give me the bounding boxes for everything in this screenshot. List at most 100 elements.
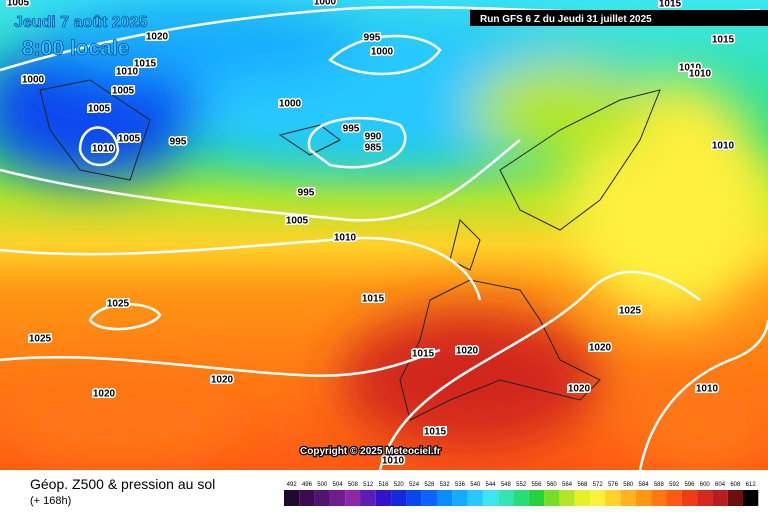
isobar-label: 1010	[92, 144, 115, 155]
scale-swatch	[513, 490, 529, 506]
scale-label: 604	[715, 482, 726, 488]
isobar-label: 1020	[211, 375, 234, 386]
valid-time: 8:00 locale	[22, 37, 129, 60]
isobar-label: 1025	[29, 334, 52, 345]
isobar-label: 1015	[712, 35, 735, 46]
scale-swatch	[605, 490, 621, 506]
isobar-label: 1010	[116, 67, 139, 78]
scale-swatch	[284, 490, 300, 506]
scale-swatch	[406, 490, 422, 506]
scale-swatch	[620, 490, 636, 506]
footer-title: Géop. Z500 & pression au sol	[30, 476, 215, 492]
coastlines	[39, 79, 661, 421]
isobar-label: 1000	[314, 0, 337, 8]
isobar-label: 1025	[107, 299, 130, 310]
isobar-label: 1015	[659, 0, 682, 10]
isobar-label: 1020	[589, 343, 612, 354]
scale-swatch	[391, 490, 407, 506]
scale-swatch	[666, 490, 682, 506]
isobar-label: 1020	[456, 346, 479, 357]
isobar-label: 1015	[134, 59, 157, 70]
scale-swatch	[360, 490, 376, 506]
scale-label: 560	[547, 482, 558, 488]
scale-label: 596	[684, 482, 695, 488]
scale-label: 528	[424, 482, 435, 488]
scale-swatch	[452, 490, 468, 506]
isobar-label: 1010	[334, 233, 357, 244]
scale-label: 532	[440, 482, 451, 488]
isobar-label: 1010	[679, 63, 702, 74]
scale-label: 496	[302, 482, 313, 488]
scale-label: 516	[378, 482, 389, 488]
scale-label: 500	[317, 482, 328, 488]
scale-swatch	[590, 490, 606, 506]
scale-swatch	[498, 490, 514, 506]
isobar-label: 985	[365, 143, 382, 154]
scale-label: 504	[333, 482, 344, 488]
isobar-label: 995	[170, 137, 187, 148]
isobar-label: 1015	[424, 427, 447, 438]
scale-label: 540	[470, 482, 481, 488]
scale-swatch	[482, 490, 499, 506]
isobar-labels: 1005 1000 10151020101510109951000101510101…	[5, 0, 736, 468]
run-box	[470, 10, 768, 26]
scale-label: 508	[348, 482, 359, 488]
scale-swatch	[681, 490, 698, 506]
scale-swatch	[345, 490, 361, 506]
isobar-label: 1005	[88, 104, 111, 115]
isobar-label: 1005	[118, 134, 141, 145]
isobar-label: 995	[343, 124, 360, 135]
isobar-label: 1015	[412, 349, 435, 360]
scale-label: 548	[501, 482, 512, 488]
scale-label: 568	[577, 482, 588, 488]
isobar-label: 1020	[146, 32, 169, 43]
scale-label: 544	[486, 482, 497, 488]
scale-swatch	[437, 490, 453, 506]
scale-swatch	[712, 490, 728, 506]
isobar-label: 1010	[689, 69, 712, 80]
scale-label: 520	[394, 482, 405, 488]
scale-label: 536	[455, 482, 466, 488]
scale-label: 592	[669, 482, 680, 488]
scale-swatch	[635, 490, 652, 506]
isobar-label: 1010	[712, 141, 735, 152]
isobar-label: 1005	[286, 216, 309, 227]
field-blobs	[0, 0, 768, 470]
scale-swatch	[314, 490, 330, 506]
scale-label: 572	[593, 482, 604, 488]
scale-swatch	[651, 490, 667, 506]
scale-swatch	[467, 490, 483, 506]
isobar-label: 990	[365, 132, 382, 143]
isobar-label: 1020	[93, 389, 116, 400]
isobar-label: 1025	[619, 306, 642, 317]
scale-swatch	[329, 490, 346, 506]
scale-label: 564	[562, 482, 573, 488]
isobar-label: 1010	[382, 456, 405, 467]
isobar-label: 995	[298, 188, 315, 199]
scale-swatch	[375, 490, 392, 506]
isobars	[0, 5, 768, 471]
scale-swatch	[743, 490, 759, 506]
scale-swatch	[574, 490, 590, 506]
isobar-label: 1000	[279, 99, 302, 110]
scale-label: 584	[639, 482, 650, 488]
valid-date: Jeudi 7 août 2025	[14, 14, 147, 31]
scale-label: 600	[700, 482, 711, 488]
run-info: Run GFS 6 Z du Jeudi 31 juillet 2025	[480, 14, 652, 25]
color-scale: 492 496 500 504 508 512 516 520 524 528 532 536 540 5…	[284, 482, 759, 506]
scale-label: 552	[516, 482, 527, 488]
scale-label: 524	[409, 482, 420, 488]
copyright: Copyright © 2025 Meteociel.fr	[300, 446, 441, 457]
scale-label: 612	[746, 482, 757, 488]
scale-label: 556	[531, 482, 542, 488]
isobar-label: 1020	[568, 384, 591, 395]
isobar-label: 1000	[371, 47, 394, 58]
isobar-label: 995	[364, 33, 381, 44]
scale-label: 608	[730, 482, 741, 488]
scale-swatch	[727, 490, 743, 506]
scale-swatch	[544, 490, 560, 506]
scale-swatch	[528, 490, 545, 506]
isobar-label: 1000	[22, 75, 45, 86]
